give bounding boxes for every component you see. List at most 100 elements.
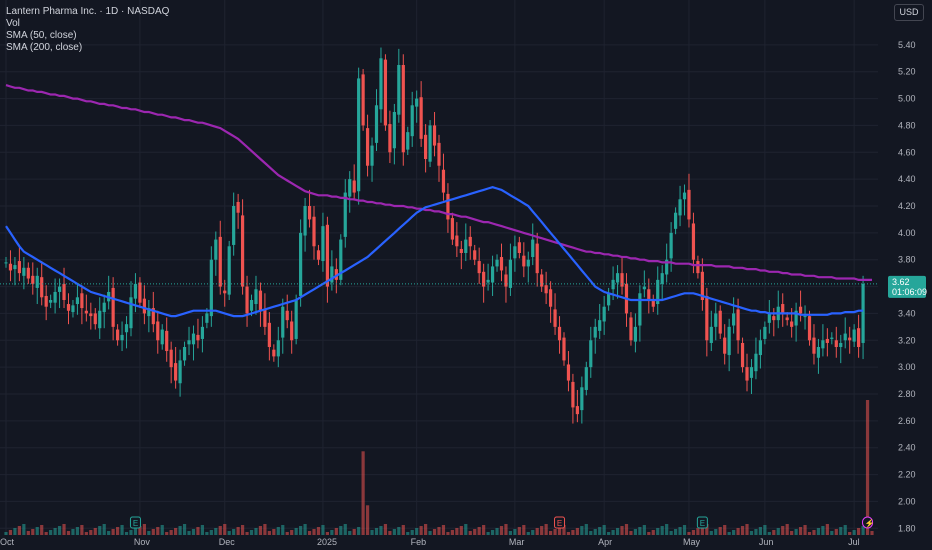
volume-bar bbox=[40, 525, 44, 535]
volume-bar bbox=[49, 530, 53, 535]
candle-body bbox=[53, 291, 57, 303]
earnings-marker[interactable]: E bbox=[696, 516, 708, 529]
candle-body bbox=[348, 179, 352, 197]
dividend-marker[interactable]: ⚡ bbox=[862, 516, 875, 529]
candle-body bbox=[419, 97, 423, 139]
price-axis[interactable]: 1.802.002.202.402.602.803.003.203.403.60… bbox=[878, 0, 932, 550]
candle-body bbox=[240, 215, 245, 287]
volume-bar bbox=[388, 531, 392, 535]
volume-bar bbox=[540, 526, 544, 535]
volume-bar bbox=[263, 524, 267, 535]
candle-body bbox=[517, 242, 521, 253]
volume-bar bbox=[142, 524, 146, 535]
candle-body bbox=[156, 321, 160, 341]
volume-bar bbox=[160, 525, 164, 535]
candle-body bbox=[165, 330, 169, 352]
volume-bar bbox=[120, 525, 124, 535]
volume-bar bbox=[348, 531, 352, 535]
volume-bar bbox=[31, 529, 35, 535]
candle-body bbox=[459, 248, 463, 253]
candle-body bbox=[428, 125, 432, 162]
candle-body bbox=[740, 342, 745, 368]
volume-bar bbox=[870, 531, 874, 535]
candle-body bbox=[62, 283, 66, 300]
earnings-marker[interactable]: E bbox=[129, 516, 141, 529]
volume-bar bbox=[236, 527, 240, 535]
price-tick-label: 4.00 bbox=[898, 228, 916, 238]
volume-bar bbox=[691, 530, 696, 535]
sma200-legend[interactable]: SMA (200, close) bbox=[6, 42, 83, 53]
candle-body bbox=[254, 289, 258, 305]
price-tick-label: 3.40 bbox=[898, 308, 916, 318]
volume-bar bbox=[718, 527, 722, 535]
volume-bar bbox=[490, 530, 495, 535]
volume-bar bbox=[557, 527, 562, 535]
candle-body bbox=[124, 324, 129, 333]
volume-bar bbox=[482, 525, 486, 535]
candle-body bbox=[187, 340, 191, 345]
volume-bar bbox=[580, 526, 584, 535]
volume-bar bbox=[709, 531, 713, 535]
volume-bar bbox=[13, 528, 17, 535]
candle-body bbox=[598, 320, 602, 331]
candle-body bbox=[665, 259, 669, 275]
volume-bar bbox=[575, 528, 579, 535]
candle-body bbox=[678, 199, 682, 216]
volume-legend[interactable]: Vol bbox=[6, 18, 20, 29]
price-tick-label: 4.20 bbox=[898, 201, 916, 211]
candle-body bbox=[852, 329, 856, 342]
earnings-marker[interactable]: E bbox=[554, 516, 566, 529]
volume-bar bbox=[44, 532, 48, 535]
event-marker-label: ⚡ bbox=[865, 518, 875, 528]
candle-body bbox=[781, 304, 785, 314]
sma200-line bbox=[5, 84, 872, 281]
volume-bar bbox=[115, 527, 120, 535]
volume-bar bbox=[227, 531, 231, 535]
volume-bar bbox=[678, 527, 682, 535]
volume-bar bbox=[513, 529, 517, 535]
time-axis[interactable]: Oct Nov Dec 2025 Feb Mar Apr May Jun Jul bbox=[0, 535, 932, 550]
candle-body bbox=[857, 328, 861, 347]
candle-body bbox=[763, 326, 767, 339]
volume-bar bbox=[464, 524, 468, 535]
volume-bar bbox=[852, 530, 856, 535]
currency-button[interactable]: USD bbox=[894, 4, 924, 21]
time-tick-label: Jul bbox=[848, 537, 860, 547]
price-tick-label: 5.20 bbox=[898, 67, 916, 77]
candle-body bbox=[772, 316, 776, 321]
volume-bar bbox=[352, 529, 356, 535]
volume-bar bbox=[526, 532, 530, 535]
time-tick-label: Jun bbox=[759, 537, 774, 547]
volume-bar bbox=[428, 531, 432, 535]
candle-body bbox=[513, 246, 517, 259]
volume-bar bbox=[178, 526, 182, 535]
candle-body bbox=[232, 206, 236, 245]
candle-body bbox=[182, 347, 187, 361]
candle-body bbox=[209, 259, 213, 317]
symbol-title[interactable]: Lantern Pharma Inc. · 1D · NASDAQ bbox=[6, 6, 170, 17]
volume-bar bbox=[156, 527, 160, 535]
candle-body bbox=[406, 132, 410, 150]
volume-bar bbox=[486, 532, 490, 535]
volume-bar bbox=[714, 529, 718, 535]
volume-bar bbox=[8, 530, 13, 535]
candle-body bbox=[798, 306, 803, 314]
candle-body bbox=[392, 112, 396, 149]
candle-body bbox=[843, 333, 847, 341]
volume-bar bbox=[432, 529, 437, 535]
volume-bar bbox=[700, 526, 704, 535]
candle-body bbox=[571, 381, 575, 408]
candle-body bbox=[258, 290, 263, 311]
event-marker-box bbox=[696, 516, 708, 529]
volume-bar bbox=[124, 532, 129, 535]
grid-lines bbox=[0, 0, 878, 535]
candle-body bbox=[249, 300, 254, 311]
sma50-legend[interactable]: SMA (50, close) bbox=[6, 30, 77, 41]
candle-body bbox=[566, 364, 571, 381]
candle-body bbox=[825, 338, 829, 343]
candle-body bbox=[540, 274, 544, 287]
event-marker-label: E bbox=[133, 519, 138, 528]
volume-bar bbox=[589, 531, 593, 535]
volume-bar bbox=[861, 526, 865, 535]
